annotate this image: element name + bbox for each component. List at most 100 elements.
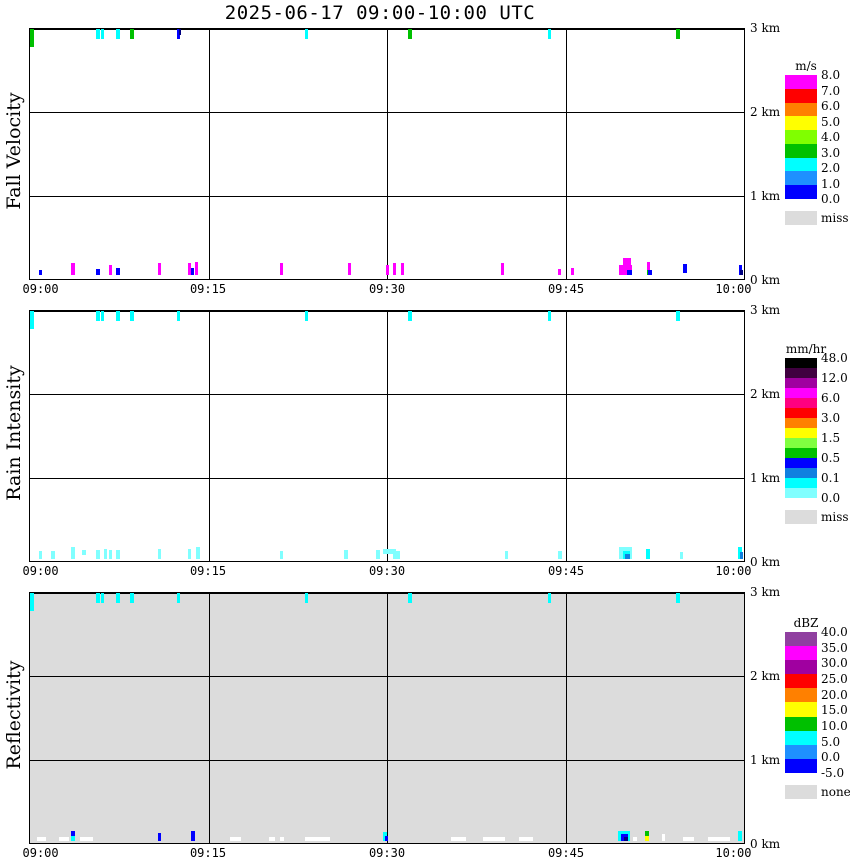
- colorbar-band: [785, 75, 817, 89]
- colorbar-tick-label: 15.0: [821, 703, 848, 718]
- gridline-vertical: [208, 29, 210, 279]
- data-cell: [626, 270, 632, 276]
- data-cell: [157, 262, 161, 276]
- colorbar-tick-label: 0.5: [821, 451, 841, 465]
- data-cell: [279, 551, 284, 559]
- data-cell: [501, 262, 505, 276]
- colorbar-band: [785, 632, 817, 647]
- data-cell: [116, 267, 120, 276]
- colorbar-tick-label: 3.0: [821, 411, 841, 425]
- colorbar-missing-label: miss: [821, 211, 849, 225]
- data-cell: [385, 265, 389, 276]
- colorbar-band: [785, 488, 817, 498]
- colorbar-tick-label: 0.1: [821, 471, 841, 485]
- data-cell: [101, 29, 105, 39]
- data-cell: [177, 593, 181, 603]
- colorbar-band: [785, 358, 817, 368]
- data-cell: [96, 593, 100, 603]
- colorbar-band: [785, 674, 817, 689]
- data-cell: [108, 265, 112, 276]
- data-cell: [30, 321, 34, 329]
- data-cell: [58, 836, 70, 841]
- data-cell: [116, 311, 120, 321]
- colorbar-tick-label: 7.0: [821, 83, 841, 98]
- data-cell: [646, 548, 650, 559]
- colorbar-tick-label: 25.0: [821, 672, 848, 686]
- x-axis-tick-label: 09:15: [189, 282, 227, 296]
- data-cell: [30, 311, 34, 321]
- data-cell: [679, 552, 684, 559]
- colorbar-tick-label: 8.0: [821, 68, 841, 82]
- data-cell: [384, 835, 389, 841]
- colorbar-tick-label: 10.0: [821, 719, 848, 733]
- data-cell: [116, 549, 120, 559]
- y-axis-tick-label: 3 km: [750, 21, 781, 35]
- data-cell: [683, 264, 687, 273]
- panel-axis-title: Reflectivity: [3, 660, 25, 770]
- gridline-horizontal: [30, 561, 744, 562]
- colorbar-tick-label: 5.0: [821, 734, 841, 749]
- data-cell: [101, 593, 105, 603]
- data-cell: [401, 262, 405, 276]
- data-cell: [129, 311, 134, 321]
- y-axis-tick-label: 2 km: [750, 669, 781, 683]
- y-axis-tick-label: 2 km: [750, 105, 781, 119]
- data-cell: [279, 262, 284, 276]
- data-cell: [547, 593, 551, 603]
- data-cell: [108, 549, 113, 559]
- data-cell: [738, 830, 742, 841]
- x-axis-tick-label: 10:00: [715, 282, 752, 296]
- colorbar-band: [785, 688, 817, 703]
- data-cell: [194, 261, 199, 276]
- data-cell: [408, 29, 412, 39]
- x-axis-tick-label: 09:45: [547, 282, 585, 296]
- colorbar-band: [785, 88, 817, 103]
- gridline-vertical: [387, 311, 388, 561]
- x-axis-tick-label: 09:00: [22, 564, 59, 578]
- colorbar-missing-label: none: [821, 785, 850, 799]
- data-cell: [676, 593, 680, 603]
- y-axis-tick-label: 0 km: [750, 273, 781, 287]
- colorbar-tick-label: 5.0: [821, 114, 841, 129]
- data-cell: [71, 262, 75, 276]
- gridline-vertical: [565, 29, 567, 279]
- plot-area[interactable]: [29, 310, 745, 562]
- colorbar-missing-swatch: [785, 785, 817, 799]
- x-axis-tick-label: 09:30: [368, 846, 406, 860]
- data-cell: [519, 836, 534, 841]
- gridline-vertical: [387, 29, 388, 279]
- panel-rain-intensity: Rain Intensity 3 km 2 km 1 km 0 km 09:00 09:15…: [0, 303, 850, 578]
- data-cell: [392, 262, 396, 276]
- colorbar-tick-label: 20.0: [821, 687, 848, 702]
- data-cell: [177, 29, 181, 39]
- colorbar-band: [785, 185, 817, 199]
- data-cell: [101, 311, 105, 321]
- x-axis-tick-label: 09:15: [189, 846, 227, 860]
- colorbar-band: [785, 143, 817, 158]
- y-axis-tick-label: 1 km: [750, 753, 781, 767]
- data-cell: [625, 553, 630, 559]
- data-cell: [347, 262, 351, 276]
- colorbar-band: [785, 468, 817, 478]
- data-cell: [229, 836, 241, 841]
- plot-area[interactable]: [29, 28, 745, 280]
- colorbar-gradient: [785, 358, 817, 498]
- data-cell: [408, 311, 412, 321]
- data-cell: [38, 270, 42, 276]
- y-axis-tick-label: 1 km: [750, 189, 781, 203]
- colorbar-reflectivity: dBZ 40.0 35.0 30.0 25.0 20.0 15.0 10.0 5.0 0.0 -5.…: [783, 616, 850, 803]
- data-cell: [304, 311, 309, 321]
- colorbar-band: [785, 730, 817, 745]
- colorbar-tick-label: 1.0: [821, 176, 841, 191]
- colorbar-band: [785, 116, 817, 131]
- data-cell: [96, 269, 100, 276]
- plot-area[interactable]: [29, 592, 745, 844]
- data-cell: [645, 835, 650, 841]
- data-cell: [376, 549, 380, 559]
- y-axis-tick-label: 0 km: [750, 555, 781, 569]
- data-cell: [179, 29, 182, 36]
- colorbar-band: [785, 478, 817, 488]
- data-cell: [30, 593, 34, 603]
- data-cell: [392, 548, 397, 559]
- data-cell: [51, 551, 55, 559]
